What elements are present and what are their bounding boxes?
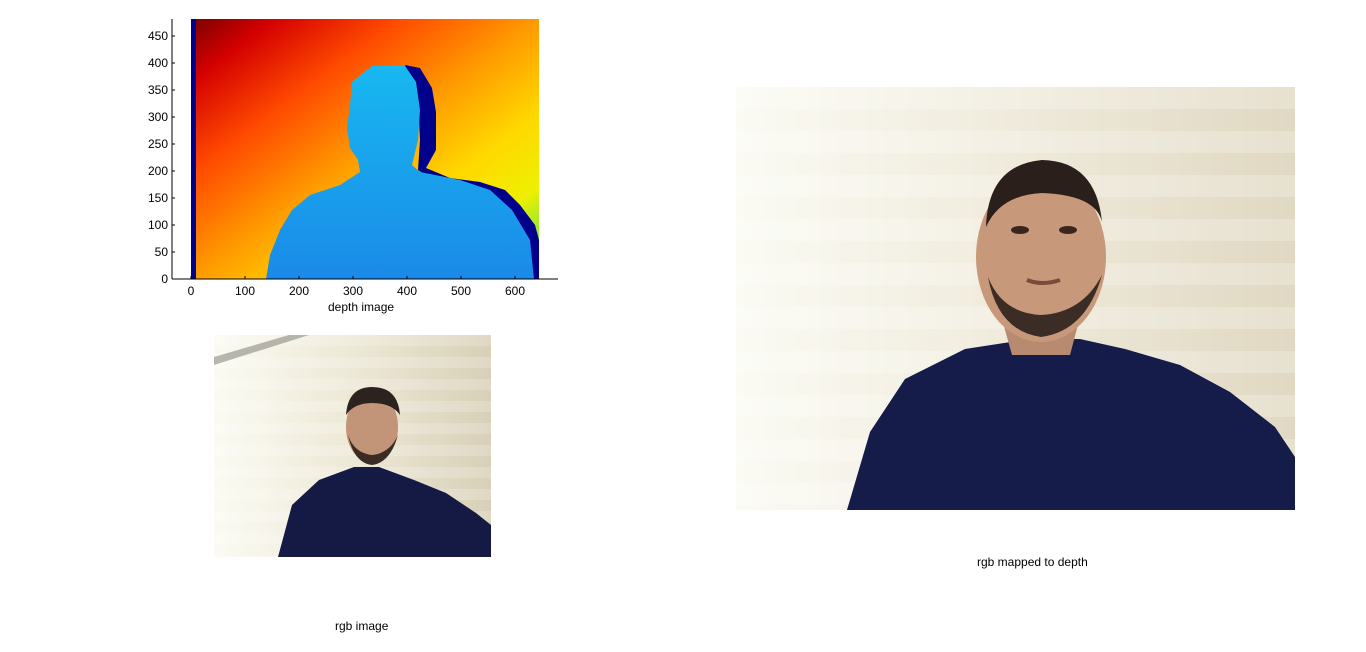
depth-void-strip [191,19,196,279]
rgb-image-label: rgb image [335,619,389,633]
y-tick-label: 50 [155,245,169,259]
x-tick-label: 200 [289,284,309,298]
y-tick-label: 350 [148,83,168,97]
y-tick-label: 0 [161,272,168,286]
y-tick-label: 250 [148,137,168,151]
x-tick-label: 600 [505,284,525,298]
x-tick-label: 500 [451,284,471,298]
y-tick-label: 300 [148,110,168,124]
y-tick-label: 200 [148,164,168,178]
y-tick-label: 450 [148,29,168,43]
x-tick-label: 100 [235,284,255,298]
rgb-mapped-to-depth-image [730,87,1295,510]
rgb-image [214,335,491,557]
rgb-mapped-label: rgb mapped to depth [977,555,1088,569]
y-tick-label: 400 [148,56,168,70]
depth-image-label: depth image [328,300,395,314]
depth-person [266,66,534,279]
x-tick-label: 400 [397,284,417,298]
x-tick-label: 300 [343,284,363,298]
y-tick-label: 100 [148,218,168,232]
x-tick-label: 0 [188,284,195,298]
depth-image-pixels [191,19,539,279]
y-tick-label: 150 [148,191,168,205]
axis-ticks: 0 100 200 300 400 500 600 0 50 100 150 200 250 300 350… [148,29,525,298]
